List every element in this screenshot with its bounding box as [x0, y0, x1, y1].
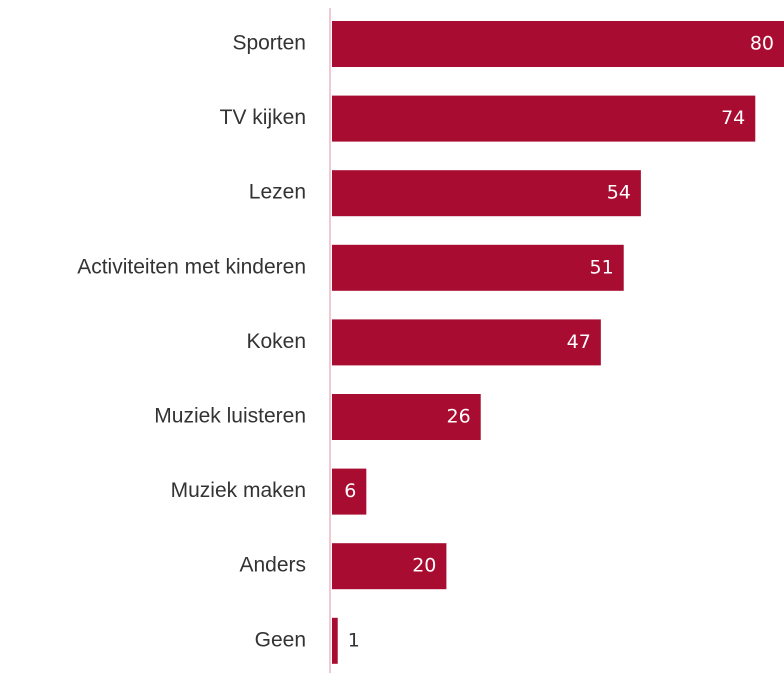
bar [332, 170, 641, 217]
category-label: Sporten [232, 32, 306, 55]
category-label: Lezen [249, 181, 306, 204]
category-label: Activiteiten met kinderen [77, 255, 306, 278]
bar [332, 394, 481, 440]
bar [332, 95, 756, 142]
bar [332, 21, 784, 67]
value-label: 20 [412, 555, 436, 577]
value-label: 6 [344, 480, 356, 502]
value-label: 51 [590, 256, 614, 278]
category-label: TV kijken [220, 106, 306, 129]
category-label: Geen [255, 628, 306, 651]
bar [332, 244, 624, 291]
category-label: Anders [239, 554, 306, 577]
value-label: 80 [750, 33, 774, 55]
bar [332, 319, 601, 366]
category-label: Koken [246, 330, 306, 353]
value-label: 74 [721, 107, 745, 129]
bar [332, 543, 447, 590]
value-label: 47 [567, 331, 591, 353]
category-label: Muziek maken [171, 479, 306, 502]
category-label: Muziek luisteren [154, 405, 306, 428]
value-label: 54 [607, 182, 631, 204]
value-label: 1 [348, 629, 360, 651]
value-label: 26 [447, 406, 471, 428]
bar [332, 468, 367, 515]
bar [332, 617, 338, 664]
